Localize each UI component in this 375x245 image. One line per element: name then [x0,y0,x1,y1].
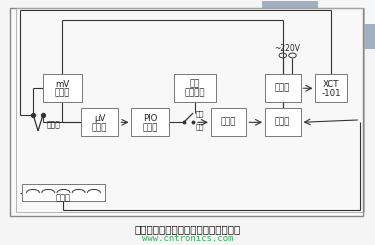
Text: mV: mV [55,80,69,89]
Bar [10,8,363,216]
Text: 热电偶: 热电偶 [46,120,60,129]
Bar [265,74,300,102]
Text: 放大器: 放大器 [92,123,107,132]
Bar [174,74,216,102]
Bar [81,108,118,136]
Text: 常用炉温测量采用的热电偶测量系统图: 常用炉温测量采用的热电偶测量系统图 [134,224,241,234]
Bar [132,108,169,136]
Text: 手动: 手动 [190,80,200,89]
Text: PIO: PIO [143,114,158,123]
Text: 手动: 手动 [196,110,204,117]
Bar [43,74,82,102]
Bar [315,74,347,102]
Text: 定值器: 定值器 [55,89,70,98]
Bar [211,108,246,136]
Text: 自动: 自动 [196,123,204,130]
Text: μV: μV [94,114,105,123]
Text: 控制信号: 控制信号 [185,89,205,98]
Text: 触发器: 触发器 [221,118,236,127]
Text: www.cntronics.com: www.cntronics.com [142,234,233,243]
Bar [22,184,105,201]
Text: 电阻炉: 电阻炉 [56,194,71,202]
Text: -101: -101 [321,89,341,98]
Text: 调节器: 调节器 [142,123,158,132]
Text: 执行器: 执行器 [275,118,291,127]
Text: XCT: XCT [323,80,340,89]
Text: 接触器: 接触器 [275,84,291,93]
Bar [16,8,364,212]
Bar [265,108,300,136]
Text: ~220V: ~220V [274,44,301,53]
